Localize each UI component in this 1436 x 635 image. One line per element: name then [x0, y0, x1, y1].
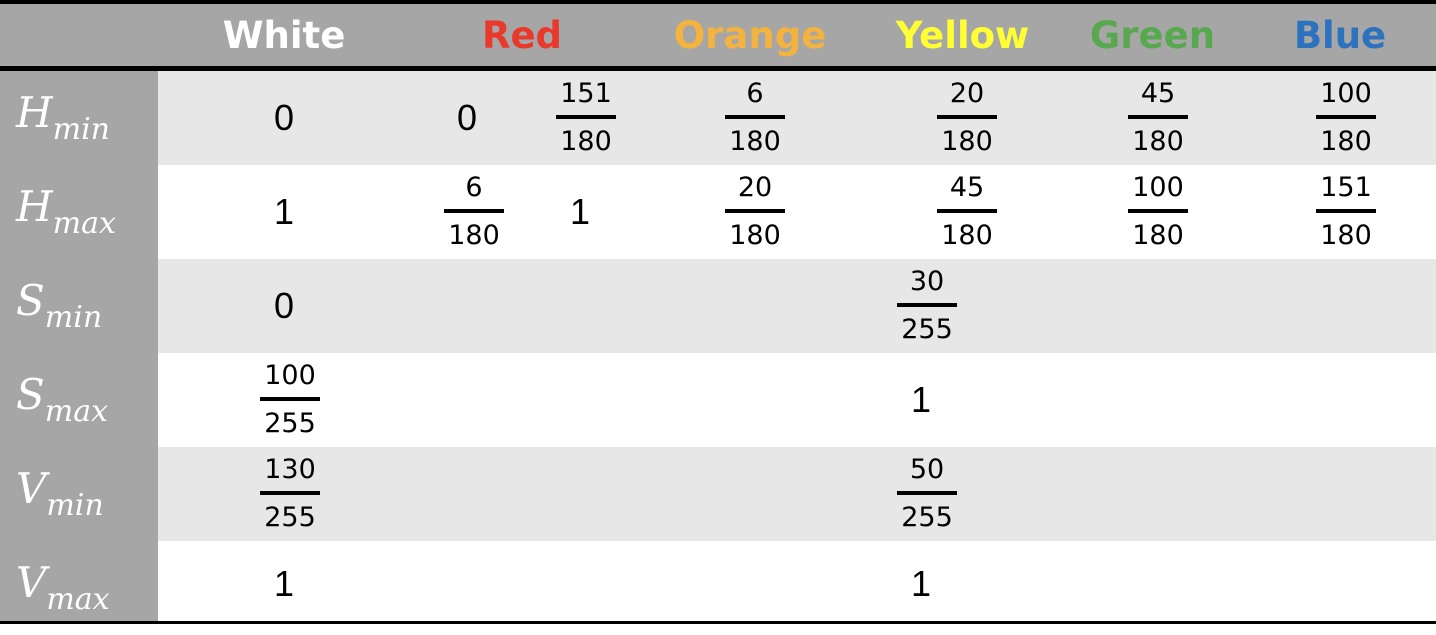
hmax-red-fraction-a: 6 180 — [434, 173, 514, 251]
hmax-orange-fraction: 20 180 — [715, 173, 795, 251]
smin-white-value: 0 — [273, 285, 295, 326]
hmax-yellow-fraction: 45 180 — [927, 173, 1007, 251]
row-label-column — [0, 71, 158, 621]
table-bottom-border — [0, 621, 1436, 624]
row-label-smax: Smax — [16, 370, 109, 429]
table-row-hmax — [158, 165, 1436, 259]
column-header-orange: Orange — [673, 14, 827, 57]
row-label-hmax: Hmax — [16, 182, 116, 241]
header-divider — [0, 66, 1436, 71]
hmax-white-value: 1 — [273, 191, 295, 232]
hmax-red-value-b: 1 — [569, 191, 591, 232]
row-label-smin: Smin — [16, 276, 103, 335]
hmin-orange-fraction: 6 180 — [715, 79, 795, 157]
smax-colors-value: 1 — [910, 379, 932, 420]
table-row-smax — [158, 353, 1436, 447]
hmax-blue-fraction: 151 180 — [1306, 173, 1386, 251]
row-label-vmax: Vmax — [16, 558, 110, 617]
smax-white-fraction: 100 255 — [250, 361, 330, 439]
column-header-red: Red — [481, 14, 563, 57]
hmin-yellow-fraction: 20 180 — [927, 79, 1007, 157]
table-row-vmin — [158, 447, 1436, 541]
hmin-white-value: 0 — [273, 97, 295, 138]
vmin-colors-fraction: 50 255 — [887, 455, 967, 533]
hmin-green-fraction: 45 180 — [1118, 79, 1198, 157]
table-top-border — [0, 0, 1436, 4]
table-row-vmax — [158, 541, 1436, 635]
vmax-colors-value: 1 — [910, 563, 932, 604]
table-header-row — [0, 4, 1436, 66]
hmax-green-fraction: 100 180 — [1118, 173, 1198, 251]
vmax-white-value: 1 — [273, 563, 295, 604]
row-label-hmin: Hmin — [16, 88, 111, 147]
table-row-smin — [158, 259, 1436, 353]
column-header-yellow: Yellow — [895, 14, 1030, 57]
column-header-blue: Blue — [1293, 14, 1387, 57]
row-label-vmin: Vmin — [16, 464, 104, 523]
hmin-blue-fraction: 100 180 — [1306, 79, 1386, 157]
table-row-hmin — [158, 71, 1436, 165]
hmin-red-value-a: 0 — [456, 97, 478, 138]
column-header-green: Green — [1089, 14, 1216, 57]
vmin-white-fraction: 130 255 — [250, 455, 330, 533]
column-header-white: White — [222, 14, 346, 57]
smin-colors-fraction: 30 255 — [887, 267, 967, 345]
hmin-red-fraction-b: 151 180 — [546, 79, 626, 157]
